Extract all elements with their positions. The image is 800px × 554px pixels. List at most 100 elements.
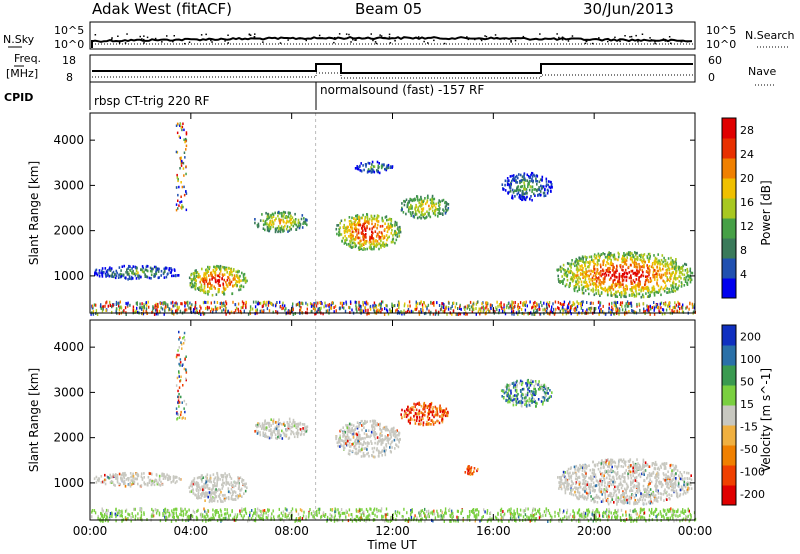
echo-cell xyxy=(660,293,662,297)
ground-scatter-echo xyxy=(532,507,534,511)
ground-scatter-echo xyxy=(155,508,158,512)
noise-sky-point xyxy=(94,34,97,36)
echo-cell xyxy=(385,215,388,218)
ground-scatter-echo xyxy=(568,515,571,519)
echo-cell xyxy=(409,212,412,215)
echo-cell xyxy=(439,212,441,215)
ground-scatter-echo xyxy=(305,301,307,305)
noise-sky-point xyxy=(629,36,631,38)
ground-scatter-echo xyxy=(433,301,435,305)
echo-cell xyxy=(659,269,662,272)
echo-cell xyxy=(524,179,527,182)
ground-scatter-echo xyxy=(420,509,422,513)
echo-cell xyxy=(363,247,365,250)
ground-scatter-echo xyxy=(344,511,346,515)
echo-cell xyxy=(125,276,127,280)
echo-cell xyxy=(604,289,607,293)
ground-scatter-echo xyxy=(201,514,203,518)
ground-scatter-echo xyxy=(615,310,617,314)
echo-cell xyxy=(284,224,286,228)
echo-cell xyxy=(529,185,532,188)
echo-cell xyxy=(259,219,262,222)
echo-cell xyxy=(399,225,401,229)
echo-cell xyxy=(584,255,586,259)
ground-scatter-echo xyxy=(262,310,264,314)
noise-sky-point xyxy=(556,33,558,35)
ground-scatter-echo xyxy=(333,519,336,523)
ground-scatter-echo xyxy=(587,512,589,516)
ground-scatter-echo xyxy=(313,305,315,309)
echo-cell xyxy=(137,274,139,277)
echo-cell xyxy=(363,222,365,226)
echo-cell xyxy=(269,219,271,223)
ground-scatter-echo xyxy=(618,312,620,316)
ground-scatter-echo xyxy=(188,515,191,519)
ground-scatter-echo xyxy=(390,517,393,521)
ground-scatter-echo xyxy=(442,513,445,517)
noise-sky-point xyxy=(350,41,352,43)
echo-cell xyxy=(545,177,548,181)
ground-scatter-echo xyxy=(459,307,461,310)
echo-cell xyxy=(228,271,231,274)
echo-cell xyxy=(403,199,405,203)
ground-scatter-echo xyxy=(636,519,638,523)
ground-scatter-echo xyxy=(252,514,254,518)
ground-scatter-echo xyxy=(655,515,657,519)
ground-scatter-echo xyxy=(489,309,491,313)
echo-cell xyxy=(671,265,674,268)
ground-scatter-echo xyxy=(643,507,645,511)
echo-cell xyxy=(363,219,366,223)
noise-sky-point xyxy=(161,41,163,43)
sparse-echo xyxy=(177,193,179,197)
ground-scatter-echo xyxy=(531,306,533,310)
echo-cell xyxy=(109,266,111,269)
echo-cell xyxy=(583,261,586,264)
sparse-echo xyxy=(182,205,184,209)
ground-scatter-echo xyxy=(483,508,485,512)
echo-cell xyxy=(353,227,356,230)
echo-cell xyxy=(280,225,283,228)
echo-cell xyxy=(607,273,610,277)
ground-scatter-echo xyxy=(380,302,382,306)
ground-scatter-echo xyxy=(164,516,167,520)
ground-scatter-echo xyxy=(486,304,488,308)
echo-cell xyxy=(358,219,361,222)
noise-sky-point xyxy=(249,34,252,36)
noise-sky-point xyxy=(166,35,168,37)
ground-scatter-echo xyxy=(366,515,368,519)
echo-cell xyxy=(636,292,638,296)
echo-cell xyxy=(344,234,346,238)
ground-scatter-echo xyxy=(512,301,514,305)
ground-scatter-echo xyxy=(522,515,525,519)
ground-scatter-echo xyxy=(448,507,451,511)
echo-cell xyxy=(545,183,548,186)
ground-scatter-echo xyxy=(374,303,376,307)
ground-scatter-echo xyxy=(610,308,612,312)
echo-cell xyxy=(524,198,527,202)
echo-cell xyxy=(656,273,659,276)
echo-cell xyxy=(219,269,222,273)
echo-cell xyxy=(355,226,357,229)
ground-scatter-echo xyxy=(344,309,347,313)
ground-scatter-echo xyxy=(582,309,584,312)
echo-cell xyxy=(438,204,440,208)
ground-scatter-echo xyxy=(376,515,378,519)
ground-scatter-echo xyxy=(525,300,527,304)
ground-scatter-echo xyxy=(282,514,284,518)
echo-cell xyxy=(513,177,516,180)
ground-scatter-echo xyxy=(594,307,597,310)
ground-scatter-echo xyxy=(294,519,296,523)
ground-scatter-echo xyxy=(348,513,350,517)
ground-scatter-echo xyxy=(214,308,217,311)
ground-scatter-echo xyxy=(151,513,153,517)
ground-scatter-echo xyxy=(440,509,442,513)
echo-cell xyxy=(602,279,605,283)
ground-scatter-echo xyxy=(323,514,325,517)
ground-scatter-echo xyxy=(355,307,357,311)
echo-cell xyxy=(368,170,370,173)
ground-scatter-echo xyxy=(117,302,119,306)
ground-scatter-echo xyxy=(433,512,436,516)
echo-cell xyxy=(619,265,622,269)
ground-scatter-echo xyxy=(258,514,260,518)
